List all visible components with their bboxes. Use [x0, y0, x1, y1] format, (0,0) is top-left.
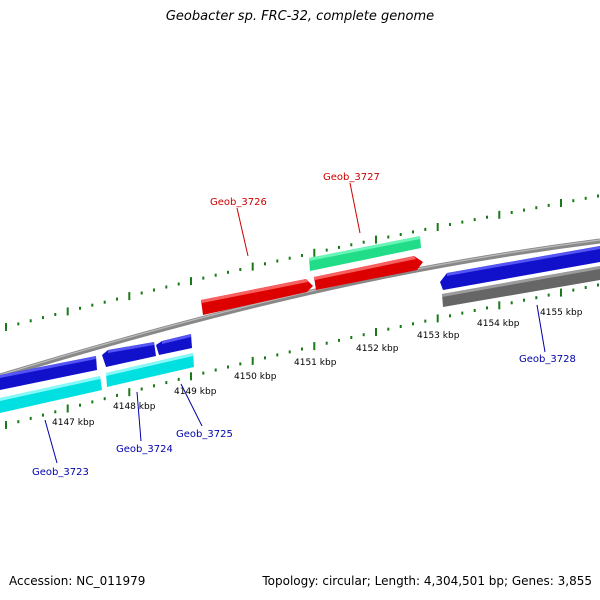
gene-label[interactable]: Geob_3726	[210, 197, 267, 208]
gene-geob-3723[interactable]	[0, 356, 97, 390]
genome-backbone	[0, 238, 600, 379]
scale-labels: 4147 kbp 4148 kbp 4149 kbp 4150 kbp 4151…	[52, 308, 583, 428]
gene-feature-gray[interactable]	[442, 266, 600, 307]
forward-genes	[201, 236, 423, 315]
gene-label[interactable]: Geob_3727	[323, 172, 380, 183]
outer-tick-row	[5, 194, 599, 331]
scale-label: 4155 kbp	[540, 308, 583, 318]
genome-backbone-highlight	[0, 239, 600, 376]
gene-labels: Geob_3723 Geob_3724 Geob_3725 Geob_3726 …	[32, 172, 576, 478]
gene-feature-green[interactable]	[309, 236, 421, 271]
gene-label[interactable]: Geob_3723	[32, 467, 89, 478]
inner-tick-row	[5, 283, 599, 429]
scale-label: 4153 kbp	[417, 331, 460, 341]
scale-label: 4148 kbp	[113, 402, 156, 412]
scale-label: 4149 kbp	[174, 387, 217, 397]
gene-geob-3725[interactable]	[156, 334, 192, 355]
scale-label: 4151 kbp	[294, 358, 337, 368]
gene-callouts	[44, 182, 546, 464]
reverse-genes	[0, 246, 600, 413]
scale-label: 4154 kbp	[477, 319, 520, 329]
gene-label[interactable]: Geob_3724	[116, 444, 173, 455]
accession-text: Accession: NC_011979	[9, 574, 146, 588]
scale-label: 4152 kbp	[356, 344, 399, 354]
gene-label[interactable]: Geob_3728	[519, 354, 576, 365]
gene-geob-3728[interactable]	[440, 246, 600, 290]
gene-geob-3727[interactable]	[314, 256, 423, 290]
gene-label[interactable]: Geob_3725	[176, 429, 233, 440]
scale-label: 4150 kbp	[234, 372, 277, 382]
gene-geob-3724-cyan[interactable]	[106, 353, 194, 387]
map-title: Geobacter sp. FRC-32, complete genome	[165, 9, 435, 24]
gene-geob-3724[interactable]	[102, 342, 156, 367]
scale-label: 4147 kbp	[52, 418, 95, 428]
gene-geob-3726[interactable]	[201, 279, 313, 315]
gene-geob-3723-cyan[interactable]	[0, 376, 102, 413]
genome-summary-text: Topology: circular; Length: 4,304,501 bp…	[262, 574, 592, 588]
